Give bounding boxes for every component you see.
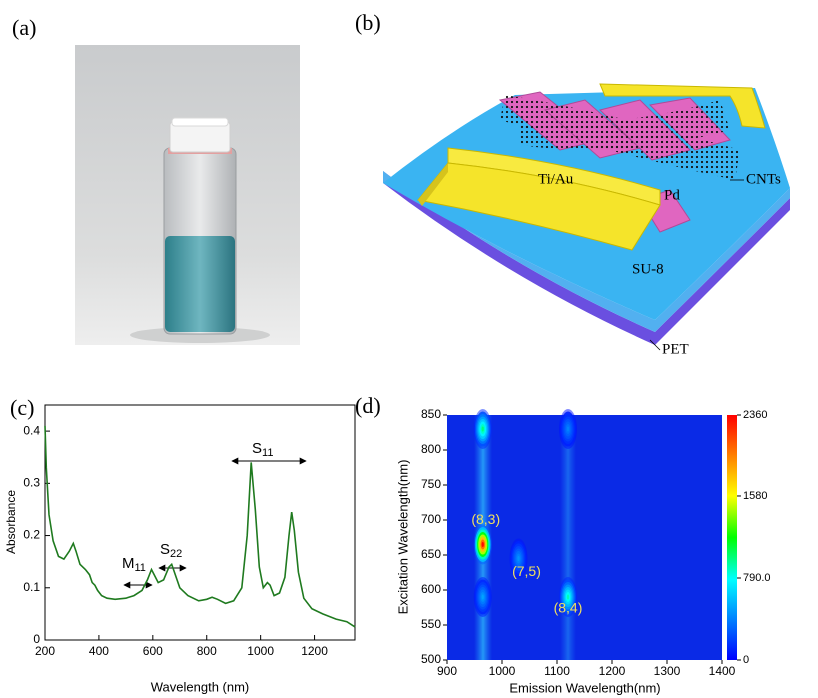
x-tick-label: 1000 bbox=[489, 664, 516, 678]
x-tick-label: 900 bbox=[437, 664, 457, 678]
x-tick-label: 1200 bbox=[599, 664, 626, 678]
annotation: S11 bbox=[252, 440, 273, 459]
spot-ring bbox=[566, 426, 570, 432]
heatmap-streak bbox=[560, 415, 576, 660]
diagram-label: CNTs bbox=[746, 171, 781, 187]
colorbar bbox=[727, 415, 737, 660]
x-tick-label: 400 bbox=[89, 644, 109, 658]
annotation-sub: 11 bbox=[262, 447, 273, 459]
x-tick-label: 800 bbox=[197, 644, 217, 658]
heatmap-spot bbox=[559, 577, 577, 617]
colorbar-tick-label: 2360 bbox=[743, 409, 767, 421]
annotation-sub: 11 bbox=[135, 562, 146, 574]
diagram-label: SU-8 bbox=[632, 261, 664, 277]
x-tick-label: 1400 bbox=[709, 664, 736, 678]
y-tick-label: 550 bbox=[421, 617, 441, 631]
y-tick-label: 750 bbox=[421, 477, 441, 491]
plot-frame bbox=[44, 404, 356, 641]
heatmap-spot bbox=[509, 538, 528, 579]
annotation: M11 bbox=[122, 555, 146, 574]
panel-label: (a) bbox=[12, 15, 36, 40]
panel-label: (b) bbox=[355, 10, 381, 35]
spot-ring bbox=[481, 426, 484, 432]
y-tick-label: 0.2 bbox=[23, 528, 40, 542]
x-tick-label: 1100 bbox=[544, 664, 570, 678]
annotation-text: M bbox=[122, 555, 135, 572]
spot-ring bbox=[481, 594, 484, 600]
y-axis-label: Excitation Wavelength(nm) bbox=[395, 460, 410, 615]
colorbar-tick-label: 790.0 bbox=[743, 572, 771, 584]
absorbance-line bbox=[44, 425, 356, 628]
diagram-label: Pd bbox=[664, 187, 680, 203]
y-tick-label: 600 bbox=[421, 582, 441, 596]
y-tick-label: 700 bbox=[421, 512, 441, 526]
peak-label: (8,4) bbox=[554, 600, 583, 616]
x-tick-label: 600 bbox=[143, 644, 163, 658]
y-tick-label: 0.3 bbox=[23, 476, 40, 490]
y-axis-label: Absorbance bbox=[4, 490, 18, 554]
x-tick-label: 200 bbox=[35, 644, 55, 658]
x-tick-label: 1300 bbox=[654, 664, 681, 678]
diagram-label: Ti/Au bbox=[538, 171, 574, 187]
peak-label: (7,5) bbox=[512, 563, 541, 579]
heatmap-spot bbox=[473, 524, 492, 565]
heatmap-spot bbox=[473, 409, 492, 449]
x-tick-label: 1000 bbox=[247, 644, 274, 658]
heatmap-spot bbox=[559, 409, 577, 449]
y-tick-label: 0.1 bbox=[23, 580, 40, 594]
y-tick-label: 0 bbox=[33, 632, 40, 646]
y-tick-label: 850 bbox=[421, 407, 441, 421]
y-tick-label: 0.4 bbox=[23, 423, 40, 437]
x-axis-label: Emission Wavelength(nm) bbox=[509, 680, 660, 695]
vial-photo bbox=[75, 45, 300, 345]
diagram-label: PET bbox=[662, 341, 689, 357]
annotation: S22 bbox=[160, 541, 182, 560]
colorbar-tick-label: 1580 bbox=[743, 490, 767, 502]
annotation-text: S bbox=[160, 541, 170, 558]
y-tick-label: 500 bbox=[421, 652, 441, 666]
annotation-sub: 22 bbox=[170, 548, 182, 560]
x-tick-label: 1200 bbox=[301, 644, 328, 658]
spot-ring bbox=[566, 594, 570, 600]
annotation-text: S bbox=[252, 440, 262, 457]
heatmap-spot bbox=[473, 577, 492, 617]
panel-label: (c) bbox=[10, 395, 34, 420]
spot-ring bbox=[481, 542, 484, 547]
y-tick-label: 800 bbox=[421, 442, 441, 456]
peak-label: (8,3) bbox=[471, 511, 500, 527]
panel-label: (d) bbox=[355, 393, 381, 418]
heatmap-background bbox=[447, 415, 722, 660]
colorbar-tick-label: 0 bbox=[743, 654, 749, 666]
device-diagram: Ti/Au Pd CNTs SU-8 PET bbox=[383, 83, 790, 357]
x-axis-label: Wavelength (nm) bbox=[151, 679, 250, 694]
spot-ring bbox=[517, 556, 520, 561]
y-tick-label: 650 bbox=[421, 547, 441, 561]
